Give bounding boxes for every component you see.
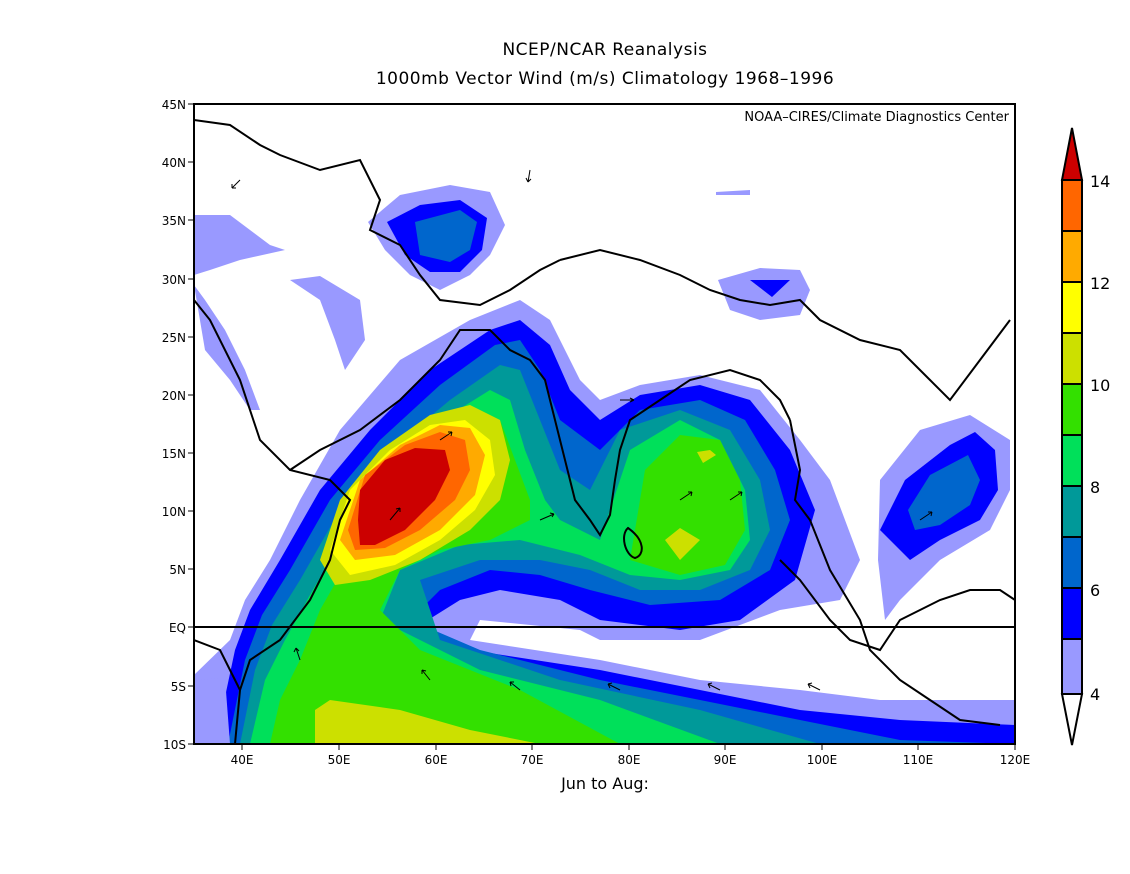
y-tick-label: 25N [162, 331, 186, 345]
x-tick-label: 60E [425, 753, 448, 767]
coastlines [194, 119, 1015, 744]
y-tick-label: 45N [162, 98, 186, 112]
x-tick-label: 50E [328, 753, 351, 767]
x-tick-label: 120E [1000, 753, 1031, 767]
x-tick-label: 40E [231, 753, 254, 767]
colorbar-labels: 14 12 10 8 6 4 [1090, 172, 1110, 704]
y-tick-label: 5N [169, 563, 186, 577]
y-tick-label: 40N [162, 156, 186, 170]
y-tick-label: 10S [163, 738, 186, 752]
x-tick-label: 70E [521, 753, 544, 767]
chart-subtitle: 1000mb Vector Wind (m/s) Climatology 196… [375, 69, 835, 89]
x-tick-label: 110E [903, 753, 934, 767]
y-axis-labels: 45N 40N 35N 30N 25N 20N 15N 10N 5N EQ 5S… [162, 98, 186, 752]
contour-fill [194, 185, 1015, 744]
plot-frame [193, 103, 1016, 745]
colorbar-label: 6 [1090, 581, 1100, 600]
y-tick-label: 30N [162, 273, 186, 287]
x-tick-label: 100E [807, 753, 838, 767]
x-axis-title: Jun to Aug: [561, 774, 649, 793]
y-tick-label: 15N [162, 447, 186, 461]
colorbar-label: 12 [1090, 274, 1110, 293]
x-tick-label: 90E [714, 753, 737, 767]
colorbar-min-triangle [1060, 693, 1084, 746]
y-axis-ticks [188, 103, 194, 745]
credit-box [676, 106, 1013, 126]
colorbar [1060, 127, 1084, 746]
y-tick-label: EQ [169, 621, 186, 635]
y-tick-label: 5S [171, 680, 186, 694]
wind-vectors [231, 169, 933, 691]
colorbar-label: 10 [1090, 376, 1110, 395]
x-axis-ticks [241, 744, 1016, 750]
x-tick-label: 80E [618, 753, 641, 767]
y-tick-label: 35N [162, 214, 186, 228]
colorbar-label: 4 [1090, 685, 1100, 704]
credit-text: NOAA–CIRES/Climate Diagnostics Center [744, 110, 1009, 125]
colorbar-max-triangle [1060, 127, 1084, 181]
x-axis-labels: 40E 50E 60E 70E 80E 90E 100E 110E 120E [231, 753, 1031, 767]
colorbar-label: 14 [1090, 172, 1110, 191]
y-tick-label: 10N [162, 505, 186, 519]
colorbar-label: 8 [1090, 478, 1100, 497]
chart-title: NCEP/NCAR Reanalysis [502, 40, 708, 60]
y-tick-label: 20N [162, 389, 186, 403]
